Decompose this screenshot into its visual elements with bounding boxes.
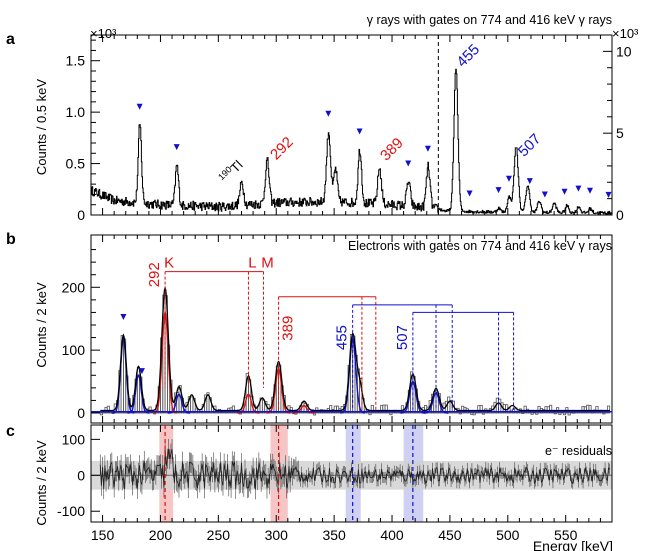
x-tick-label: 300 — [265, 527, 289, 543]
x-tick-label: 200 — [149, 527, 173, 543]
panel-b-title: Electrons with gates on 774 and 416 keV … — [348, 239, 612, 253]
right-y-tick-label: 10 — [616, 43, 632, 59]
panel-a-frame — [90, 34, 613, 216]
electron-histogram-bar — [384, 404, 388, 414]
peak-label-507: 507 — [515, 131, 545, 161]
y-tick-label: -100 — [57, 503, 85, 519]
peak-marker-triangle — [466, 190, 473, 197]
electron-histogram-bar — [472, 412, 476, 416]
residual-trace — [99, 448, 610, 490]
electron-histogram-bar — [530, 412, 534, 415]
peak-marker-triangle — [136, 103, 143, 110]
x-tick-label: 400 — [380, 527, 404, 543]
electron-histogram-bar — [595, 406, 599, 414]
right-y-tick-label: 0 — [616, 207, 624, 223]
peak-marker-triangle — [424, 145, 431, 152]
peak-marker-triangle — [405, 160, 412, 167]
peak-marker-triangle — [356, 128, 363, 135]
fit-component-curve — [292, 404, 315, 414]
electron-histogram-bar — [562, 412, 567, 416]
peak-marker-triangle — [561, 188, 568, 195]
panel-a-exponent-left: ×10³ — [90, 26, 117, 41]
panel-b: 0 100 200 K L M 292 389 455 507 — [62, 234, 613, 424]
electron-histogram-bar — [606, 405, 611, 414]
peak-label-292: 292 — [267, 134, 297, 164]
electron-histogram-bar — [106, 405, 110, 414]
peak-marker-triangle — [120, 314, 127, 321]
panel-c: -100 0 100 — [57, 424, 613, 523]
y-tick-label: 0 — [77, 207, 85, 223]
x-tick-labels: 150 200 250 300 350 400 450 500 550 — [91, 527, 578, 543]
panel-c-title: e⁻ residuals — [545, 444, 612, 458]
y-tick-label: 200 — [62, 279, 86, 295]
shell-label-L: L — [248, 255, 256, 272]
electron-histogram-bar — [553, 412, 557, 415]
panel-a-exponent-right: ×10³ — [612, 26, 639, 41]
panel-c-frame — [90, 424, 613, 523]
peak-marker-triangle — [138, 368, 145, 375]
electron-histogram-bar — [535, 412, 539, 415]
gamma-spectrum-line — [91, 68, 613, 215]
x-tick-label: 250 — [207, 527, 231, 543]
peak-marker-triangle — [587, 187, 594, 194]
electron-histogram-bar — [481, 412, 486, 415]
peak-marker-triangle — [575, 185, 582, 192]
panel-b-frame — [90, 234, 613, 424]
peak-marker-triangle — [495, 187, 502, 194]
electron-histogram-bar — [602, 412, 606, 415]
x-axis-label: Energy [keV] — [533, 538, 613, 551]
total-fit-curve — [100, 285, 610, 412]
y-tick-label: 100 — [62, 342, 86, 358]
electron-histogram-bar — [370, 404, 374, 414]
shell-label-M: M — [261, 255, 274, 272]
panel-b-letter: b — [6, 231, 16, 248]
y-tick-label: 100 — [62, 431, 86, 447]
transition-label-389: 389 — [280, 316, 297, 341]
electron-histogram-bar — [588, 405, 592, 414]
electron-histogram-bar — [99, 412, 103, 416]
transition-label-507: 507 — [394, 325, 411, 350]
electron-histogram-bar — [368, 412, 372, 416]
transition-label-292: 292 — [146, 262, 163, 287]
x-tick-label: 150 — [91, 527, 115, 543]
electron-histogram-bar — [359, 378, 363, 414]
electron-histogram-bar — [389, 412, 393, 416]
electron-histogram-bar — [231, 405, 235, 414]
panel-c-ylabel: Counts / 2 keV — [34, 440, 49, 526]
peak-label-455: 455 — [453, 41, 483, 71]
electron-histogram-bar — [567, 412, 571, 416]
electron-histogram-bar — [479, 405, 483, 414]
y-tick-label: 0.5 — [66, 156, 86, 172]
fit-component-curve — [112, 337, 135, 414]
panel-b-ylabel: Counts / 2 keV — [34, 282, 49, 368]
electron-histogram-bar — [458, 412, 462, 415]
peak-marker-triangle — [541, 191, 548, 198]
y-tick-label: 0 — [77, 467, 85, 483]
transition-label-455: 455 — [334, 325, 351, 350]
panel-c-letter: c — [6, 423, 15, 440]
peak-marker-triangle — [505, 175, 512, 182]
electron-histogram-bar — [558, 412, 562, 415]
panel-a-ylabel: Counts / 0.5 keV — [34, 79, 49, 175]
peak-marker-triangle — [605, 191, 612, 198]
panel-a-letter: a — [6, 31, 15, 48]
panel-a-title: γ rays with gates on 774 and 416 keV γ r… — [367, 13, 612, 27]
x-tick-label: 500 — [496, 527, 520, 543]
peak-label-389: 389 — [377, 135, 407, 165]
x-tick-label: 350 — [322, 527, 346, 543]
peak-marker-triangle — [526, 178, 533, 185]
fit-component-curve — [340, 337, 366, 414]
y-tick-label: 1.5 — [66, 53, 86, 69]
peak-marker-triangle — [325, 110, 332, 117]
shell-label-K: K — [164, 255, 174, 272]
x-tick-label: 550 — [554, 527, 578, 543]
x-tick-label: 450 — [438, 527, 462, 543]
peak-marker-triangle — [173, 144, 180, 151]
electron-histogram-bar — [549, 404, 553, 414]
y-tick-label: 0 — [77, 405, 85, 421]
right-y-tick-label: 5 — [616, 125, 624, 141]
y-tick-label: 1.0 — [66, 104, 86, 120]
